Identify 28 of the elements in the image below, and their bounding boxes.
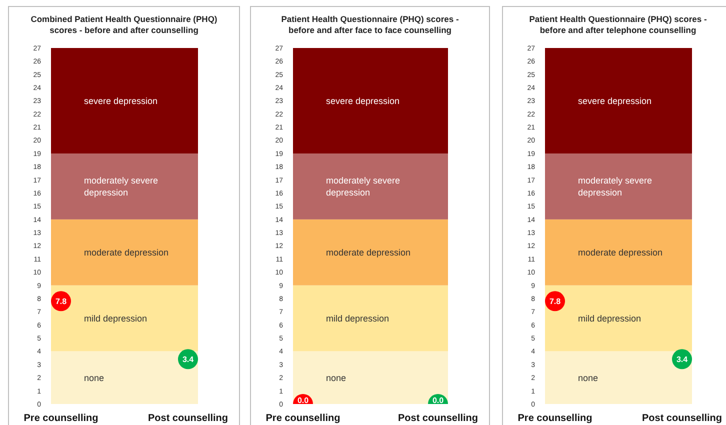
band-label: none [84,372,104,383]
data-label: 3.4 [182,354,194,364]
x-tick-label: Post counselling [148,413,228,424]
chart-title: Combined Patient Health Questionnaire (PHQ) scores - before and after counselling [30,14,218,35]
band-label: none [578,372,598,383]
band-label: moderate depression [326,248,411,258]
data-label: 3.4 [676,354,688,364]
band-label: severe depression [326,96,400,106]
x-tick-label: Pre counselling [266,413,340,424]
band-label: mild depression [578,313,642,324]
band-label: mild depression [84,313,148,324]
band-label: severe depression [578,96,652,106]
band-label: moderately severe depression [84,176,158,198]
x-tick-label: Pre counselling [518,413,592,424]
band-label: moderately severe depression [326,176,400,198]
data-label: 7.8 [549,296,562,306]
x-tick-label: Post counselling [642,413,722,424]
band-label: moderately severe depression [578,176,652,198]
x-tick-label: Pre counselling [24,413,98,424]
band-label: moderate depression [578,248,663,258]
band-label: moderate depression [84,248,169,258]
chart-title: Patient Health Questionnaire (PHQ) scores - before and after face to face counselling [281,14,459,35]
chart-title: Patient Health Questionnaire (PHQ) scores - before and after telephone counselling [529,14,707,35]
x-tick-label: Post counselling [398,413,478,424]
band-label: mild depression [326,313,390,324]
band-label: severe depression [84,96,158,106]
band-label: none [326,372,346,383]
data-label: 7.8 [55,296,68,306]
